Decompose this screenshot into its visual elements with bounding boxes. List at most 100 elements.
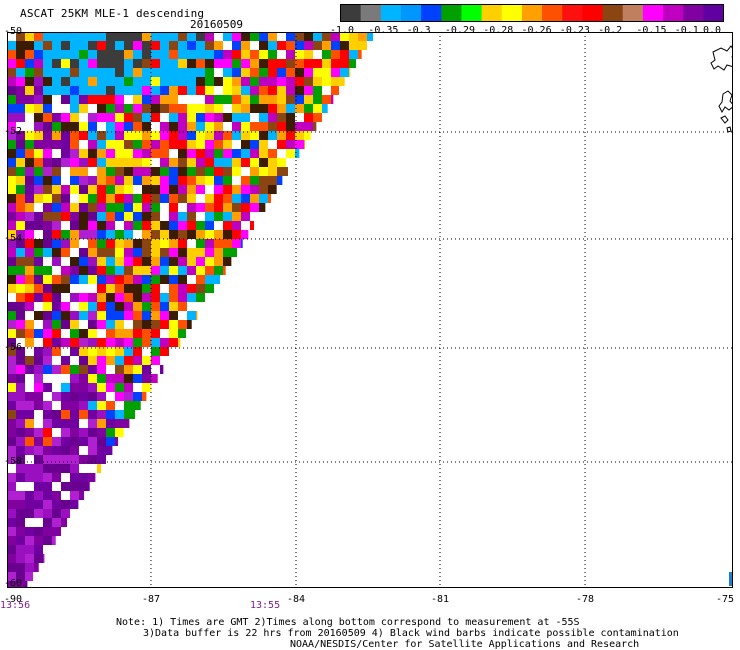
swath-cell — [97, 41, 106, 50]
swath-cell — [133, 230, 142, 239]
swath-cell — [205, 293, 209, 302]
swath-cell — [97, 419, 106, 428]
swath-cell — [34, 221, 43, 230]
swath-cell — [16, 545, 25, 554]
swath-cell — [169, 140, 178, 149]
swath-cell — [70, 491, 79, 500]
swath-cell — [115, 248, 124, 257]
swath-cell — [79, 356, 88, 365]
swath-cell — [97, 284, 106, 293]
swath-cell — [97, 68, 106, 77]
swath-cell — [241, 140, 250, 149]
swath-cell — [196, 230, 205, 239]
swath-cell — [7, 338, 16, 347]
swath-cell — [142, 383, 151, 392]
swath-cell — [241, 77, 250, 86]
swath-cell — [133, 257, 142, 266]
swath-cell — [79, 32, 88, 41]
swath-cell — [79, 248, 88, 257]
swath-cell — [16, 68, 25, 77]
swath-cell — [241, 158, 250, 167]
swath-cell — [358, 32, 367, 41]
swath-cell — [7, 86, 16, 95]
swath-cell — [133, 365, 142, 374]
swath-cell — [25, 140, 34, 149]
swath-cell — [142, 212, 151, 221]
swath-cell — [88, 194, 97, 203]
lon-label-75: -75 — [716, 594, 735, 605]
colorbar-label: -0.28 — [483, 25, 514, 36]
swath-cell — [16, 104, 25, 113]
swath-cell — [142, 167, 151, 176]
swath-cell — [79, 338, 88, 347]
swath-cell — [241, 167, 250, 176]
swath-cell — [61, 140, 70, 149]
swath-cell — [43, 419, 52, 428]
swath-cell — [43, 185, 52, 194]
swath-cell — [241, 41, 250, 50]
swath-cell — [79, 293, 88, 302]
swath-cell — [52, 275, 61, 284]
swath-cell — [7, 437, 16, 446]
swath-cell — [97, 86, 106, 95]
swath-cell — [61, 149, 70, 158]
swath-cell — [61, 284, 70, 293]
swath-cell — [43, 95, 52, 104]
swath-cell — [52, 383, 61, 392]
swath-cell — [142, 302, 151, 311]
swath-cell — [178, 131, 187, 140]
swath-cell — [88, 275, 97, 284]
swath-cell — [133, 212, 142, 221]
swath-cell — [322, 50, 331, 59]
swath-cell — [70, 176, 79, 185]
swath-cell — [214, 41, 223, 50]
swath-cell — [223, 50, 232, 59]
swath-cell — [106, 410, 115, 419]
swath-cell — [7, 167, 16, 176]
swath-cell — [196, 167, 205, 176]
swath-cell — [115, 221, 124, 230]
swath-cell — [304, 140, 306, 149]
swath-cell — [97, 104, 106, 113]
swath-cell — [97, 203, 106, 212]
swath-cell — [223, 212, 232, 221]
swath-cell — [268, 95, 277, 104]
swath-cell — [61, 221, 70, 230]
swath-cell — [88, 239, 97, 248]
swath-cell — [268, 113, 277, 122]
swath-cell — [214, 221, 223, 230]
swath-cell — [232, 113, 241, 122]
swath-cell — [43, 464, 52, 473]
swath-cell — [61, 338, 70, 347]
swath-cell — [277, 149, 286, 158]
swath-cell — [241, 239, 243, 248]
swath-cell — [178, 77, 187, 86]
swath-cell — [25, 518, 34, 527]
swath-cell — [142, 266, 151, 275]
swath-cell — [34, 464, 43, 473]
swath-cell — [34, 311, 43, 320]
swath-cell — [232, 194, 241, 203]
colorbar-swatch — [703, 4, 724, 22]
swath-cell — [16, 203, 25, 212]
swath-cell — [34, 266, 43, 275]
swath-cell — [88, 158, 97, 167]
swath-cell — [142, 329, 151, 338]
swath-cell — [34, 230, 43, 239]
swath-cell — [124, 419, 130, 428]
colorbar-label: -0.35 — [368, 25, 399, 36]
swath-cell — [142, 230, 151, 239]
swath-cell — [7, 527, 16, 536]
swath-cell — [313, 95, 322, 104]
swath-cell — [133, 59, 142, 68]
swath-cell — [61, 239, 70, 248]
swath-cell — [223, 68, 232, 77]
swath-cell — [61, 302, 70, 311]
swath-cell — [106, 68, 115, 77]
swath-cell — [196, 203, 205, 212]
swath-cell — [16, 176, 25, 185]
swath-cell — [25, 365, 34, 374]
swath-cell — [16, 257, 25, 266]
swath-cell — [142, 86, 151, 95]
swath-cell — [223, 140, 232, 149]
